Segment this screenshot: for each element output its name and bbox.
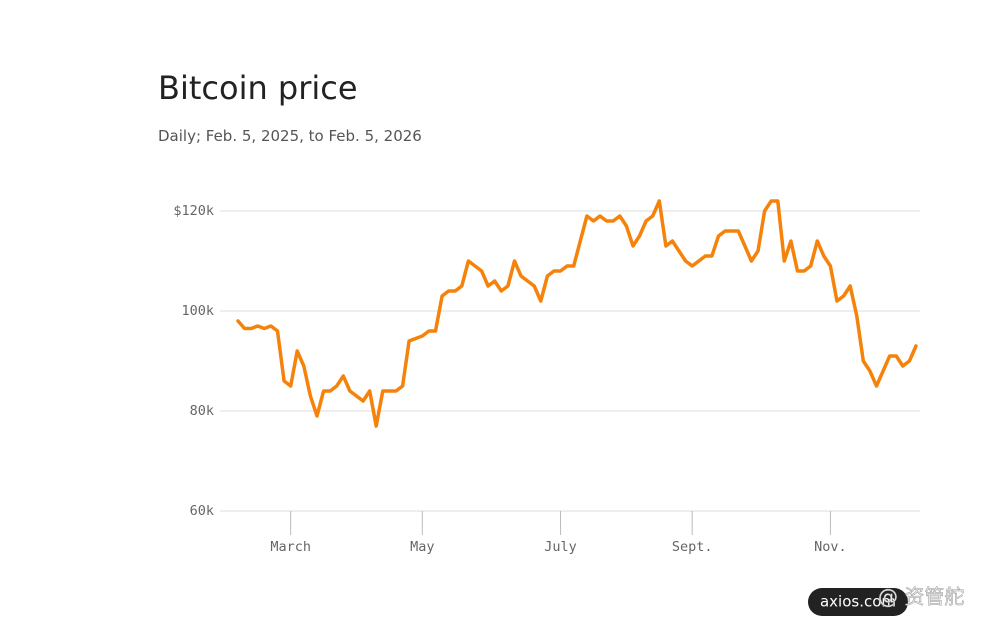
watermark-source: @ 资管舵: [878, 585, 964, 609]
chart-title: Bitcoin price: [158, 69, 358, 107]
y-tick-label: 80k: [190, 403, 214, 419]
watermark-pill: [808, 588, 908, 616]
y-tick-label: 60k: [190, 503, 214, 519]
x-tick-label: May: [410, 539, 434, 555]
x-tick-label: July: [544, 539, 577, 555]
y-tick-label: $120k: [173, 203, 214, 219]
watermark: axios.com: [820, 593, 896, 611]
x-tick-label: March: [270, 539, 311, 555]
plot-area: 60k 80k 100k $120k March May July Sept. Nov.: [173, 199, 920, 555]
x-tick-label: Nov.: [814, 539, 847, 555]
chart-subtitle: Daily; Feb. 5, 2025, to Feb. 5, 2026: [158, 127, 422, 145]
x-tick-label: Sept.: [672, 539, 713, 555]
price-line: [236, 199, 918, 428]
y-tick-label: 100k: [181, 303, 214, 319]
